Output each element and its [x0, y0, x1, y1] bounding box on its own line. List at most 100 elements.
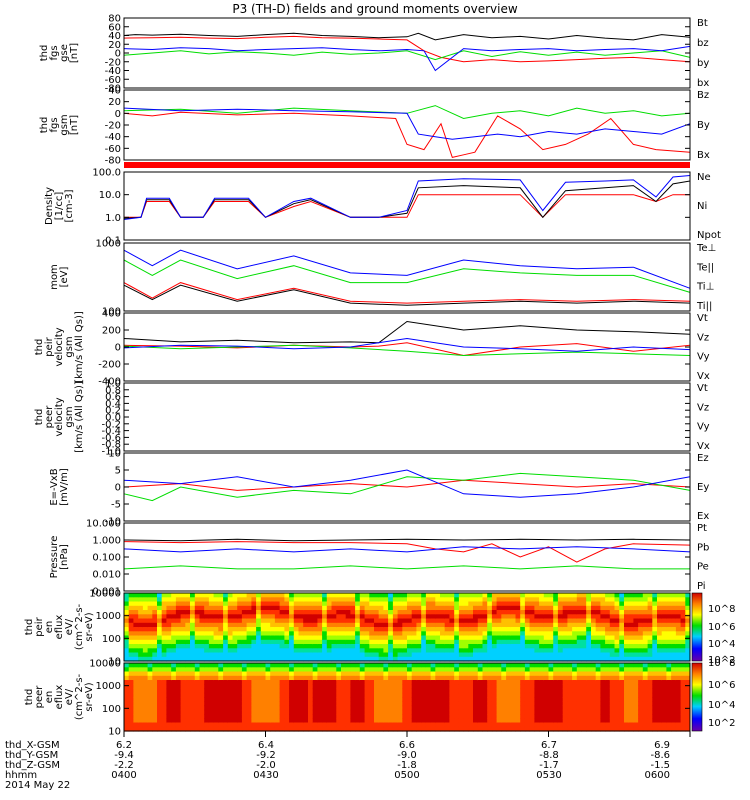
spectrogram-cell [524, 663, 531, 668]
spectrogram-cell [539, 667, 545, 673]
tick-label: 0.100 [92, 553, 121, 564]
spectrogram-cell [265, 726, 271, 732]
spectrogram-cell [572, 714, 578, 719]
spectrogram-cell [128, 680, 134, 685]
spectrogram-cell [152, 593, 158, 598]
spectrogram-cell [251, 718, 257, 724]
spectrogram-cell [355, 618, 361, 624]
spectrogram-cell [605, 601, 611, 607]
spectrogram-cell [652, 714, 658, 719]
spectrogram-cell [326, 701, 332, 707]
spectrogram-cell [557, 601, 564, 607]
spectrogram-cell [298, 701, 304, 707]
spectrogram-cell [341, 618, 347, 624]
spectrogram-cell [539, 648, 545, 654]
spectrogram-cell [128, 709, 134, 715]
spectrogram-cell [208, 675, 215, 681]
spectrogram-cell [581, 697, 587, 702]
spectrogram-cell [133, 639, 139, 645]
spectrogram-cell [652, 639, 658, 645]
spectrogram-cell [317, 644, 323, 649]
spectrogram-cell [142, 701, 149, 707]
spectrogram-cell [680, 692, 686, 698]
spectrogram-cell [326, 684, 332, 690]
spectrogram-cell [473, 605, 479, 611]
spectrogram-cell [317, 652, 323, 658]
spectrogram-cell [609, 701, 615, 707]
spectrogram-cell [185, 726, 191, 732]
spectrogram-cell [407, 718, 413, 724]
spectrogram-cell [147, 601, 153, 607]
spectrogram-cell [204, 684, 210, 690]
spectrogram-cell [341, 593, 347, 598]
spectrogram-cell [199, 675, 205, 681]
spectrogram-cell [383, 722, 389, 728]
spectrogram-cell [501, 684, 507, 690]
spectrogram-cell [180, 722, 186, 728]
spectrogram-cell [312, 684, 318, 690]
spectrogram-cell [378, 663, 384, 668]
spectrogram-cell [557, 675, 564, 681]
spectrogram-cell [496, 644, 502, 649]
spectrogram-cell [633, 627, 639, 632]
spectrogram-cell [331, 622, 337, 628]
spectrogram-cell [232, 692, 238, 698]
spectrogram-cell [557, 663, 564, 668]
spectrogram-cell [539, 635, 545, 641]
spectrogram-cell [152, 656, 158, 662]
spectrogram-cell [322, 709, 328, 715]
spectrogram-cell [506, 644, 512, 649]
spectrogram-cell [524, 680, 531, 685]
spectrogram-cell [388, 726, 394, 732]
spectrogram-cell [666, 605, 672, 611]
spectrogram-cell [567, 627, 573, 632]
spectrogram-cell [312, 622, 318, 628]
spectrogram-cell [185, 714, 191, 719]
spectrogram-cell [647, 680, 653, 685]
spectrogram-cell [124, 692, 130, 698]
spectrogram-cell [223, 656, 229, 662]
spectrogram-cell [345, 639, 351, 645]
spectrogram-cell [161, 635, 167, 641]
spectrogram-cell [350, 597, 356, 603]
spectrogram-cell [647, 652, 653, 658]
spectrogram-cell [435, 618, 441, 624]
spectrogram-cell [185, 648, 191, 654]
spectrogram-cell [666, 709, 672, 715]
spectrogram-cell [312, 667, 318, 673]
spectrogram-cell [548, 701, 554, 707]
spectrogram-cell [289, 680, 295, 685]
spectrogram-cell [208, 644, 215, 649]
spectrogram-cell [378, 667, 384, 673]
spectrogram-cell [435, 597, 441, 603]
spectrogram-cell [194, 639, 200, 645]
spectrogram-cell [534, 605, 540, 611]
spectrogram-cell [458, 610, 465, 615]
spectrogram-cell [562, 605, 568, 611]
spectrogram-cell [458, 726, 465, 732]
spectrogram-cell [345, 635, 351, 641]
spectrogram-cell [628, 705, 634, 711]
spectrogram-cell [350, 718, 356, 724]
spectrogram-cell [270, 605, 276, 611]
spectrogram-cell [581, 726, 587, 732]
spectrogram-cell [454, 614, 460, 620]
spectrogram-cell [364, 601, 370, 607]
spectrogram-cell [388, 652, 394, 658]
spectrogram-cell [600, 631, 606, 637]
spectrogram-cell [633, 684, 639, 690]
spectrogram-cell [152, 610, 158, 615]
spectrogram-cell [520, 644, 526, 649]
spectrogram-cell [336, 618, 342, 624]
spectrogram-cell [463, 688, 469, 694]
spectrogram-cell [175, 701, 182, 707]
spectrogram-cell [326, 722, 332, 728]
spectrogram-cell [303, 593, 309, 598]
spectrogram-cell [421, 639, 427, 645]
spectrogram-cell [133, 648, 139, 654]
spectrogram-cell [671, 631, 677, 637]
spectrogram-cell [534, 622, 540, 628]
spectrogram-cell [435, 644, 441, 649]
spectrogram-cell [147, 680, 153, 685]
spectrogram-cell [392, 652, 399, 658]
